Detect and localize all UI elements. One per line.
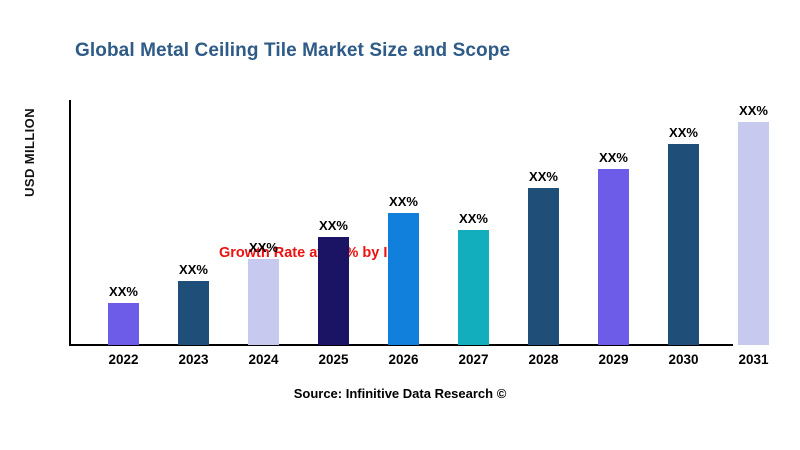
bar-2031[interactable] — [738, 122, 769, 345]
y-axis-label: USD MILLION — [22, 108, 37, 197]
bar-2027[interactable] — [458, 230, 489, 345]
x-tick-2031: 2031 — [738, 352, 769, 367]
source-note: Source: Infinitive Data Research © — [293, 386, 507, 401]
bar-value-label-2029: XX% — [599, 150, 628, 165]
x-tick-2024: 2024 — [248, 352, 279, 367]
x-tick-2026: 2026 — [388, 352, 419, 367]
bar-value-label-2027: XX% — [459, 211, 488, 226]
bar-value-label-2030: XX% — [669, 125, 698, 140]
plot-area: Growth Rate at XX% by IDR XX% XX% XX% XX% XX… — [69, 100, 769, 346]
bar-value-label-2031: XX% — [739, 103, 768, 118]
bar-value-label-2024: XX% — [249, 240, 278, 255]
bar-value-label-2023: XX% — [179, 262, 208, 277]
bar-value-label-2022: XX% — [109, 284, 138, 299]
bar-2028[interactable] — [528, 188, 559, 345]
x-tick-2029: 2029 — [598, 352, 629, 367]
x-tick-2025: 2025 — [318, 352, 349, 367]
bar-2029[interactable] — [598, 169, 629, 345]
x-tick-2028: 2028 — [528, 352, 559, 367]
chart-title: Global Metal Ceiling Tile Market Size an… — [75, 40, 511, 61]
x-tick-2022: 2022 — [108, 352, 139, 367]
bar-2026[interactable] — [388, 213, 419, 345]
bar-2025[interactable] — [318, 237, 349, 345]
x-tick-2027: 2027 — [458, 352, 489, 367]
bar-value-label-2028: XX% — [529, 169, 558, 184]
y-axis-line — [69, 100, 71, 345]
growth-rate-annotation: Growth Rate at XX% by IDR — [219, 245, 409, 261]
bar-2022[interactable] — [108, 303, 139, 345]
bar-2023[interactable] — [178, 281, 209, 345]
bar-value-label-2025: XX% — [319, 218, 348, 233]
x-tick-2023: 2023 — [178, 352, 209, 367]
bar-2024[interactable] — [248, 259, 279, 345]
bar-2030[interactable] — [668, 144, 699, 345]
x-tick-2030: 2030 — [668, 352, 699, 367]
bar-value-label-2026: XX% — [389, 194, 418, 209]
